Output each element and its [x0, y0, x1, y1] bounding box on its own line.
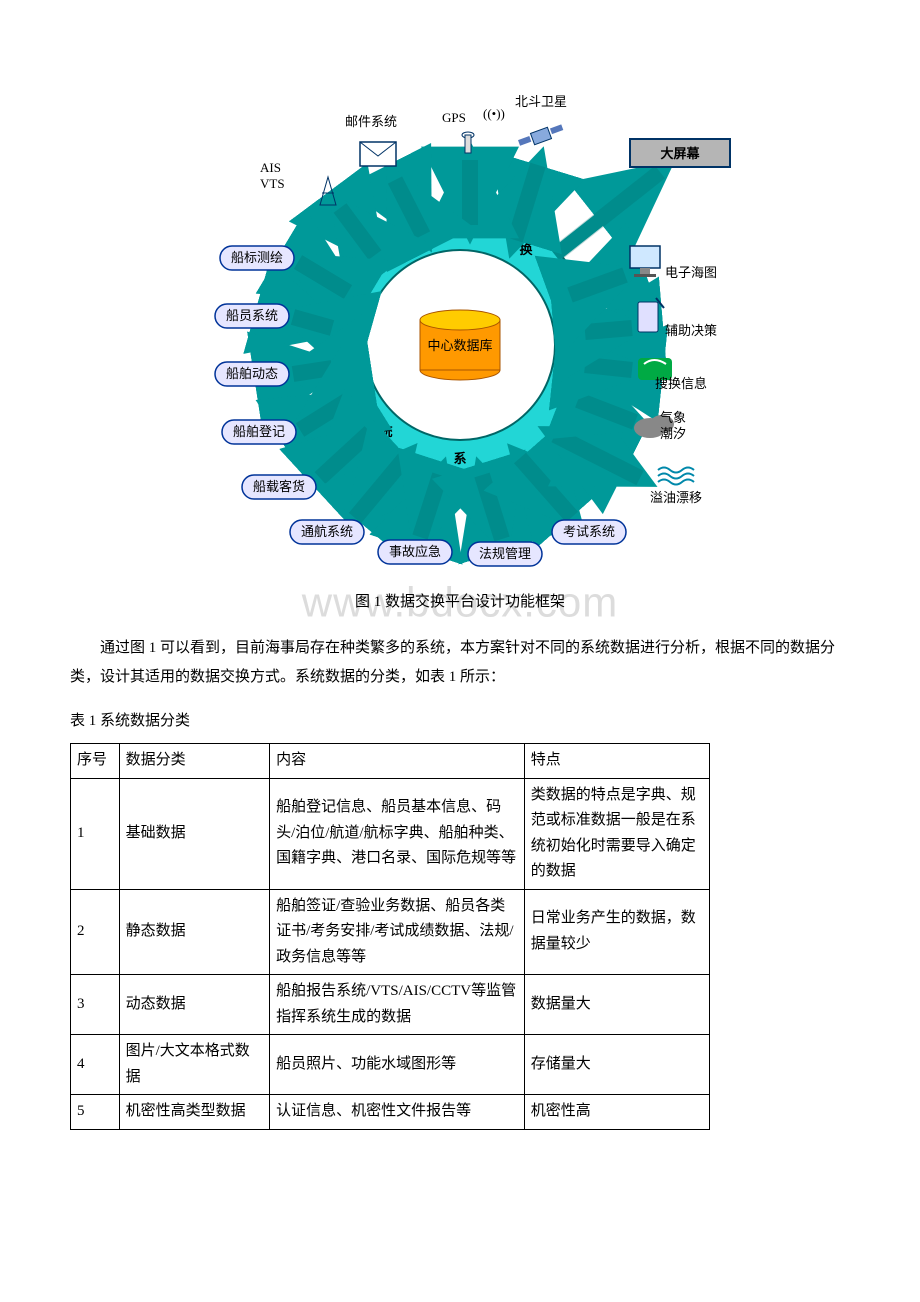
svg-text:GPS: GPS [442, 110, 466, 125]
svg-text:大屏幕: 大屏幕 [660, 146, 700, 161]
table-cell: 3 [71, 975, 120, 1035]
table-cell: 基础数据 [119, 778, 269, 889]
svg-text:系: 系 [453, 451, 466, 466]
table-cell: 数据量大 [524, 975, 709, 1035]
th-seq: 序号 [71, 744, 120, 779]
table-cell: 船舶签证/查验业务数据、船员各类证书/考务安排/考试成绩数据、法规/政务信息等等 [270, 889, 525, 975]
svg-text:事故应急: 事故应急 [389, 544, 441, 559]
svg-text:数: 数 [349, 287, 363, 302]
table-cell: 类数据的特点是字典、规范或标准数据一般是在系统初始化时需要导入确定的数据 [524, 778, 709, 889]
table-header-row: 序号 数据分类 内容 特点 [71, 744, 710, 779]
table-cell: 静态数据 [119, 889, 269, 975]
svg-text:电子海图: 电子海图 [665, 265, 717, 280]
svg-text:换: 换 [519, 242, 533, 257]
svg-text:船舶登记: 船舶登记 [233, 424, 285, 439]
svg-text:台: 台 [558, 385, 571, 400]
svg-text:法规管理: 法规管理 [479, 546, 531, 561]
svg-text:辅助决策: 辅助决策 [665, 323, 717, 338]
table-cell: 机密性高类型数据 [119, 1095, 269, 1130]
svg-text:搜换信息: 搜换信息 [655, 376, 707, 391]
svg-text:((•)): ((•)) [483, 106, 505, 121]
svg-text:统: 统 [380, 424, 393, 439]
svg-text:气象: 气象 [660, 410, 686, 425]
svg-text:溢油漂移: 溢油漂移 [650, 490, 702, 505]
svg-text:潮汐: 潮汐 [660, 426, 686, 441]
architecture-diagram: 数据交换平台系统中心数据库大屏幕北斗卫星GPS((•))邮件系统AISVTS船标… [160, 80, 760, 570]
svg-text:AIS: AIS [260, 160, 281, 175]
svg-text:船标测绘: 船标测绘 [231, 250, 283, 265]
data-classification-table: 序号 数据分类 内容 特点 1基础数据船舶登记信息、船员基本信息、码头/泊位/航… [70, 743, 710, 1130]
table-cell: 日常业务产生的数据，数据量较少 [524, 889, 709, 975]
table-caption: 表 1 系统数据分类 [70, 709, 850, 733]
svg-text:中心数据库: 中心数据库 [427, 338, 492, 353]
table-cell: 图片/大文本格式数据 [119, 1035, 269, 1095]
svg-text:VTS: VTS [260, 176, 285, 191]
svg-text:通航系统: 通航系统 [301, 524, 353, 539]
table-cell: 机密性高 [524, 1095, 709, 1130]
svg-text:考试系统: 考试系统 [563, 524, 615, 539]
th-type: 数据分类 [119, 744, 269, 779]
table-cell: 认证信息、机密性文件报告等 [270, 1095, 525, 1130]
th-content: 内容 [270, 744, 525, 779]
svg-text:邮件系统: 邮件系统 [345, 114, 397, 129]
body-paragraph: 通过图 1 可以看到，目前海事局存在种类繁多的系统，本方案针对不同的系统数据进行… [70, 634, 850, 691]
svg-text:船载客货: 船载客货 [253, 479, 305, 494]
table-row: 1基础数据船舶登记信息、船员基本信息、码头/泊位/航道/航标字典、船舶种类、国籍… [71, 778, 710, 889]
table-cell: 5 [71, 1095, 120, 1130]
table-row: 4图片/大文本格式数据船员照片、功能水域图形等存储量大 [71, 1035, 710, 1095]
table-cell: 1 [71, 778, 120, 889]
table-cell: 动态数据 [119, 975, 269, 1035]
table-cell: 4 [71, 1035, 120, 1095]
th-feature: 特点 [524, 744, 709, 779]
figure-caption: 图 1 数据交换平台设计功能框架 [355, 594, 565, 610]
svg-text:据: 据 [388, 242, 401, 257]
table-cell: 船舶登记信息、船员基本信息、码头/泊位/航道/航标字典、船舶种类、国籍字典、港口… [270, 778, 525, 889]
svg-text:北斗卫星: 北斗卫星 [515, 94, 567, 109]
table-cell: 船舶报告系统/VTS/AIS/CCTV等监管指挥系统生成的数据 [270, 975, 525, 1035]
svg-text:船员系统: 船员系统 [226, 308, 278, 323]
table-row: 3动态数据船舶报告系统/VTS/AIS/CCTV等监管指挥系统生成的数据数据量大 [71, 975, 710, 1035]
table-cell: 存储量大 [524, 1035, 709, 1095]
table-cell: 2 [71, 889, 120, 975]
table-row: 5机密性高类型数据认证信息、机密性文件报告等机密性高 [71, 1095, 710, 1130]
table-row: 2静态数据船舶签证/查验业务数据、船员各类证书/考务安排/考试成绩数据、法规/政… [71, 889, 710, 975]
table-cell: 船员照片、功能水域图形等 [270, 1035, 525, 1095]
figure-caption-wrap: www.bdocx.com 图 1 数据交换平台设计功能框架 [70, 590, 850, 614]
svg-text:船舶动态: 船舶动态 [226, 366, 278, 381]
